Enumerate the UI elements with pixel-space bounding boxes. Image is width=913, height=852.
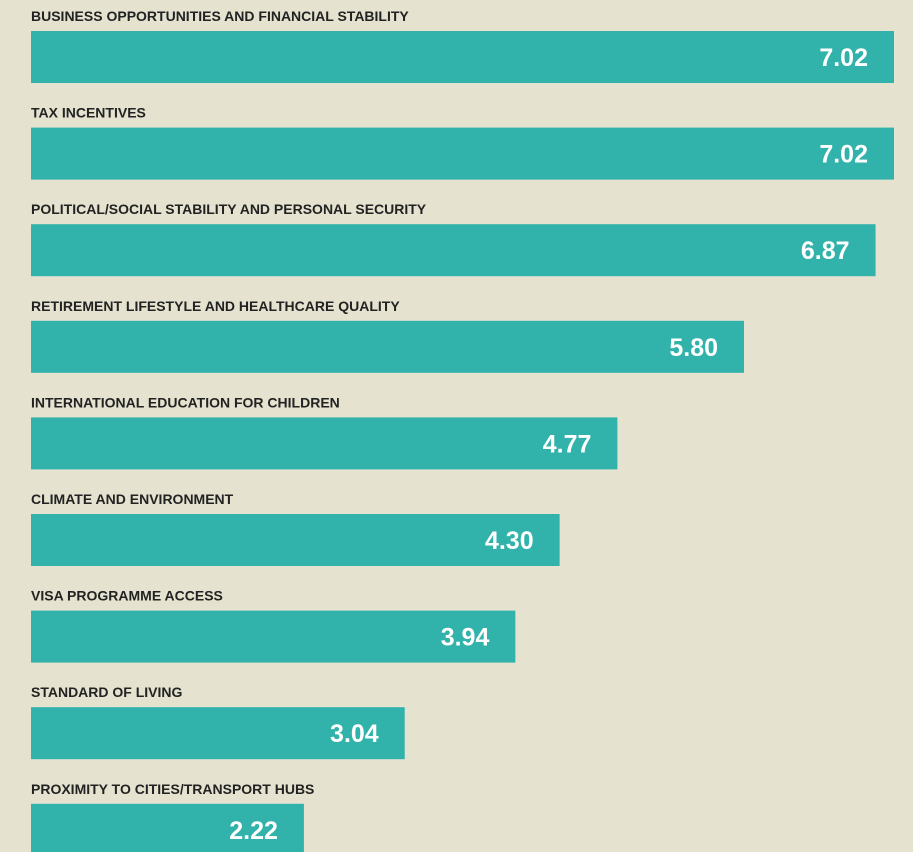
value-label: 2.22 [229,817,278,845]
value-label: 6.87 [801,237,850,265]
value-label: 3.94 [441,624,490,652]
category-label: TAX INCENTIVES [31,105,146,121]
bar [31,31,894,83]
value-label: 4.77 [543,430,592,458]
value-label: 4.30 [485,527,534,555]
category-label: STANDARD OF LIVING [31,684,183,700]
value-label: 7.02 [819,141,868,169]
value-label: 5.80 [669,334,718,362]
category-label: CLIMATE AND ENVIRONMENT [31,491,234,507]
category-label: VISA PROGRAMME ACCESS [31,588,223,604]
value-label: 7.02 [819,44,868,72]
category-label: INTERNATIONAL EDUCATION FOR CHILDREN [31,394,340,410]
value-label: 3.04 [330,720,379,748]
bar [31,127,894,180]
bar [31,610,516,663]
bar [31,320,745,373]
category-label: PROXIMITY TO CITIES/TRANSPORT HUBS [31,781,314,797]
category-label: POLITICAL/SOCIAL STABILITY AND PERSONAL … [31,201,427,217]
bar [31,707,405,760]
bar [31,803,304,852]
bar [31,224,876,277]
category-label: BUSINESS OPPORTUNITIES AND FINANCIAL STA… [31,8,409,24]
bar [31,417,618,470]
bar [31,514,560,566]
category-label: RETIREMENT LIFESTYLE AND HEALTHCARE QUAL… [31,298,400,314]
